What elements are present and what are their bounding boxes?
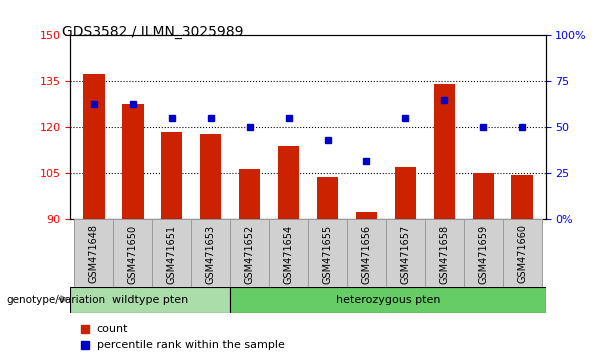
- Bar: [122, 104, 143, 219]
- Text: GSM471650: GSM471650: [128, 224, 138, 284]
- Text: wildtype pten: wildtype pten: [112, 295, 188, 305]
- Text: GSM471657: GSM471657: [400, 224, 410, 284]
- FancyBboxPatch shape: [386, 219, 425, 289]
- FancyBboxPatch shape: [425, 219, 464, 289]
- FancyBboxPatch shape: [230, 219, 269, 289]
- FancyBboxPatch shape: [464, 219, 503, 289]
- FancyBboxPatch shape: [230, 287, 546, 313]
- Text: genotype/variation: genotype/variation: [6, 295, 105, 305]
- Text: GSM471660: GSM471660: [517, 224, 527, 284]
- FancyBboxPatch shape: [152, 219, 191, 289]
- Bar: [356, 212, 377, 219]
- Text: GSM471654: GSM471654: [284, 224, 294, 284]
- Text: GSM471648: GSM471648: [89, 224, 99, 284]
- FancyBboxPatch shape: [503, 219, 542, 289]
- Bar: [239, 169, 261, 219]
- Bar: [473, 173, 494, 219]
- Text: GSM471658: GSM471658: [440, 224, 449, 284]
- Text: GSM471656: GSM471656: [362, 224, 371, 284]
- Text: count: count: [97, 324, 128, 334]
- Text: GSM471659: GSM471659: [478, 224, 489, 284]
- Bar: [511, 175, 533, 219]
- FancyBboxPatch shape: [308, 219, 347, 289]
- Bar: [278, 146, 299, 219]
- Bar: [395, 167, 416, 219]
- FancyBboxPatch shape: [74, 219, 113, 289]
- Bar: [200, 133, 221, 219]
- Bar: [161, 132, 183, 219]
- Text: GSM471651: GSM471651: [167, 224, 177, 284]
- FancyBboxPatch shape: [113, 219, 152, 289]
- Text: heterozygous pten: heterozygous pten: [335, 295, 440, 305]
- FancyBboxPatch shape: [70, 287, 230, 313]
- Bar: [317, 177, 338, 219]
- Text: GDS3582 / ILMN_3025989: GDS3582 / ILMN_3025989: [63, 25, 244, 39]
- FancyBboxPatch shape: [269, 219, 308, 289]
- Bar: [83, 74, 105, 219]
- FancyBboxPatch shape: [191, 219, 230, 289]
- FancyBboxPatch shape: [347, 219, 386, 289]
- Text: percentile rank within the sample: percentile rank within the sample: [97, 340, 284, 350]
- Text: GSM471653: GSM471653: [206, 224, 216, 284]
- Text: GSM471655: GSM471655: [322, 224, 332, 284]
- Text: GSM471652: GSM471652: [245, 224, 254, 284]
- Bar: [433, 85, 455, 219]
